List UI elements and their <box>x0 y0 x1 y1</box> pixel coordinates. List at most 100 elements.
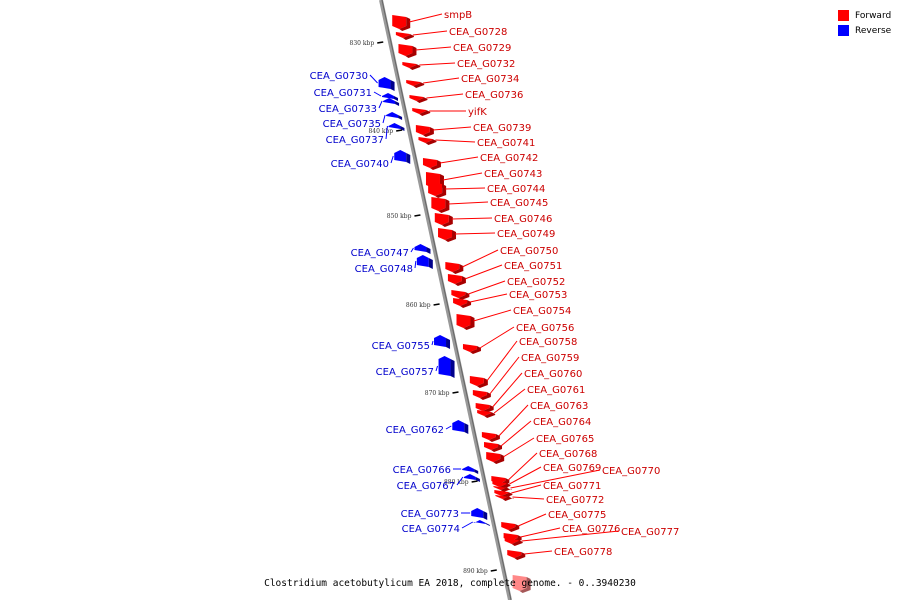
tick-label: 830 kbp <box>350 40 375 47</box>
tick-label: 850 kbp <box>387 213 412 220</box>
forward-gene <box>398 44 417 58</box>
forward-gene <box>484 442 503 452</box>
gene-side <box>475 477 480 482</box>
gene-side <box>488 434 500 442</box>
gene-body <box>463 474 476 480</box>
gene-leader-line <box>378 100 383 109</box>
tick-mark <box>396 129 403 132</box>
genome-axis <box>379 0 512 600</box>
tick-label: 890 kbp <box>463 568 488 575</box>
forward-gene <box>469 376 488 388</box>
reverse-gene <box>471 508 488 520</box>
forward-gene <box>422 158 441 170</box>
reverse-gene <box>394 150 411 164</box>
gene-label-forward: CEA_G0745 <box>490 198 548 209</box>
gene-body <box>428 182 443 196</box>
gene-leader-line <box>493 388 526 414</box>
gene-leader-line <box>432 126 472 131</box>
gene-side <box>435 184 447 198</box>
gene-label-forward: CEA_G0752 <box>507 277 565 288</box>
gene-label-forward: CEA_G0771 <box>543 481 601 492</box>
forward-gene <box>507 550 526 560</box>
gene-leader-line <box>462 249 499 268</box>
gene-leader-line <box>507 452 538 481</box>
gene-label-forward: CEA_G0763 <box>530 401 588 412</box>
gene-leader-line <box>456 476 464 486</box>
gene-leader-line <box>409 13 443 23</box>
gene-leader-line <box>498 404 529 437</box>
gene-side <box>426 247 431 254</box>
legend-item-reverse: Reverse <box>838 23 891 38</box>
gene-side <box>482 405 494 413</box>
gene-body <box>422 158 437 168</box>
forward-gene <box>495 495 514 501</box>
gene-label-reverse: CEA_G0747 <box>351 248 409 259</box>
gene-side <box>502 496 514 501</box>
forward-gene <box>451 290 470 300</box>
gene-body <box>493 486 508 490</box>
gene-body <box>383 98 396 104</box>
tick-label: 840 kbp <box>368 128 393 135</box>
gene-body <box>456 314 471 328</box>
gene-label-forward: CEA_G0749 <box>497 229 555 240</box>
gene-label-forward: CEA_G0743 <box>484 169 542 180</box>
gene-label-forward: CEA_G0741 <box>477 138 535 149</box>
gene-body <box>392 15 407 29</box>
gene-leader-line <box>369 74 378 84</box>
reverse-gene <box>416 255 433 269</box>
gene-side <box>393 96 398 101</box>
gene-label-reverse: CEA_G0773 <box>401 509 459 520</box>
gene-side <box>425 139 437 145</box>
gene-leader-line <box>448 201 489 205</box>
forward-gene <box>406 80 425 88</box>
forward-gene <box>392 15 411 31</box>
gene-leader-line <box>464 264 503 280</box>
gene-side <box>450 359 455 378</box>
reverse-swatch <box>838 25 849 36</box>
gene-leader-line <box>524 550 553 555</box>
gene-body <box>471 508 484 518</box>
gene-leader-line <box>382 114 386 124</box>
forward-gene <box>395 32 414 40</box>
gene-leader-line <box>410 247 414 253</box>
gene-label-forward: CEA_G0764 <box>533 417 591 428</box>
gene-side <box>428 258 433 269</box>
gene-side <box>422 127 434 137</box>
gene-label-reverse: CEA_G0737 <box>326 135 384 146</box>
gene-body <box>394 150 407 162</box>
gene-leader-line <box>509 466 542 485</box>
gene-body <box>378 77 391 89</box>
reverse-gene <box>388 123 405 131</box>
gene-side <box>438 199 450 213</box>
gene-label-reverse: CEA_G0762 <box>386 425 444 436</box>
gene-body <box>434 335 447 347</box>
forward-gene <box>415 125 434 137</box>
gene-label-reverse: CEA_G0774 <box>402 524 460 535</box>
reverse-gene <box>386 112 403 120</box>
forward-gene <box>475 403 494 413</box>
gene-label-forward: CEA_G0751 <box>504 261 562 272</box>
reverse-gene <box>452 420 469 434</box>
gene-label-forward: CEA_G0739 <box>473 123 531 134</box>
gene-side <box>452 264 464 274</box>
forward-gene <box>493 486 512 492</box>
gene-side <box>409 64 421 70</box>
tick-label: 870 kbp <box>425 390 450 397</box>
gene-leader-line <box>419 62 456 66</box>
gene-side <box>390 80 395 91</box>
gene-side <box>511 540 523 546</box>
gene-leader-line <box>492 372 523 408</box>
gene-body <box>512 575 527 591</box>
gene-side <box>491 444 503 452</box>
gene-leader-line <box>385 125 388 140</box>
tick-mark <box>433 303 440 306</box>
forward-swatch <box>838 10 849 21</box>
map-caption: Clostridium acetobutylicum EA 2018, comp… <box>264 578 636 589</box>
reverse-gene <box>473 520 490 526</box>
gene-label-reverse: CEA_G0733 <box>319 104 377 115</box>
gene-label-forward: CEA_G0744 <box>487 184 545 195</box>
gene-side <box>519 577 531 593</box>
gene-label-forward: CEA_G0756 <box>516 323 574 334</box>
gene-side <box>463 316 475 330</box>
reverse-gene <box>434 335 451 349</box>
